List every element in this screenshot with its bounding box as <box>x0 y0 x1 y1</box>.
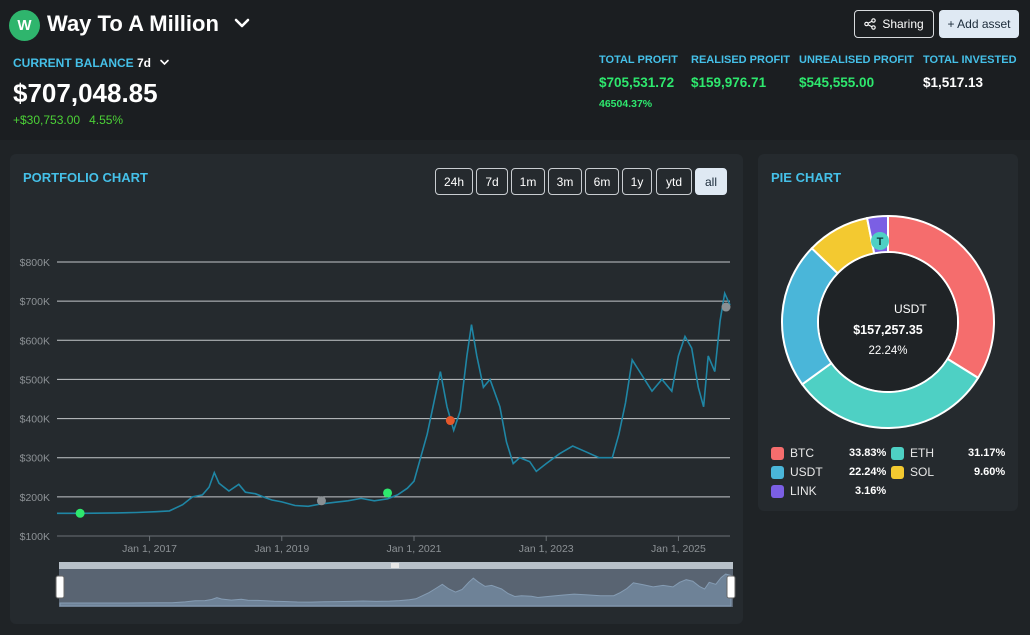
stat-total-invested: TOTAL INVESTED $1,517.13 <box>923 54 1017 90</box>
chevron-down-icon[interactable] <box>159 57 170 68</box>
legend-label: LINK <box>790 484 817 498</box>
portfolio-value-line <box>57 290 731 515</box>
stat-unrealised-profit: UNREALISED PROFIT $545,555.00 <box>799 54 914 90</box>
range-button-all[interactable]: all <box>695 168 727 195</box>
stat-title: REALISED PROFIT <box>691 54 791 66</box>
x-tick-label: Jan 1, 2025 <box>651 543 706 555</box>
portfolio-chart-title: PORTFOLIO CHART <box>23 170 148 185</box>
add-asset-button[interactable]: + Add asset <box>939 10 1019 38</box>
balance-change-percent: 4.55% <box>89 113 124 127</box>
portfolio-chart-panel: PORTFOLIO CHART 24h 7d 1m 3m 6m 1y ytd a… <box>10 154 743 624</box>
range-button-7d[interactable]: 7d <box>476 168 508 195</box>
transaction-marker[interactable] <box>316 496 326 506</box>
stat-title: TOTAL PROFIT <box>599 54 678 66</box>
navigator-scrollbar-grip[interactable] <box>391 563 399 568</box>
navigator-left-handle[interactable] <box>55 575 65 599</box>
total-profit-percent: 46504.37% <box>599 98 653 110</box>
y-tick-label: $100K <box>20 531 50 543</box>
y-tick-label: $700K <box>20 296 50 308</box>
stat-value: $705,531.72 <box>599 75 675 90</box>
legend-percent-usdt: 22.24% <box>849 466 887 478</box>
legend-percent-link: 3.16% <box>855 485 887 497</box>
transaction-markers <box>75 302 731 518</box>
legend-percent-sol: 9.60% <box>974 466 1006 478</box>
legend-percent-btc: 33.83% <box>849 447 887 459</box>
stat-value: $1,517.13 <box>923 75 984 90</box>
navigator-area <box>59 573 732 607</box>
transaction-marker[interactable] <box>445 416 455 426</box>
sharing-button[interactable]: Sharing <box>854 10 934 38</box>
current-balance-label: CURRENT BALANCE <box>13 56 134 70</box>
legend-item-btc[interactable]: BTC <box>771 446 814 460</box>
legend-label: BTC <box>790 446 814 460</box>
stat-title: UNREALISED PROFIT <box>799 54 914 66</box>
pie-chart-title: PIE CHART <box>771 170 842 185</box>
portfolio-avatar: W <box>9 10 40 41</box>
y-axis-ticks: $100K $200K $300K $400K $500K $600K $700K $800K <box>20 257 50 543</box>
allocation-donut-chart[interactable]: T USDT $157,257.35 22.24% <box>758 154 1018 511</box>
pie-center-asset: USDT <box>894 302 927 316</box>
sharing-label: Sharing <box>882 17 924 31</box>
range-button-3m[interactable]: 3m <box>548 168 582 195</box>
x-tick-label: Jan 1, 2019 <box>254 543 309 555</box>
balance-change: +$30,753.00 4.55% <box>13 113 132 127</box>
y-tick-label: $600K <box>20 335 50 347</box>
y-tick-label: $300K <box>20 453 50 465</box>
current-balance-value: $707,048.85 <box>13 78 158 108</box>
transaction-marker[interactable] <box>383 488 393 498</box>
stat-value: $545,555.00 <box>799 75 875 90</box>
chevron-down-icon[interactable] <box>233 14 251 32</box>
y-tick-label: $200K <box>20 492 50 504</box>
x-tick-label: Jan 1, 2017 <box>122 543 177 555</box>
legend-swatch <box>891 446 904 460</box>
legend-item-sol[interactable]: SOL <box>891 465 934 479</box>
legend-label: USDT <box>790 465 823 479</box>
pie-slice-btc[interactable] <box>887 214 995 380</box>
legend-item-eth[interactable]: ETH <box>891 446 934 460</box>
stat-title: TOTAL INVESTED <box>923 54 1017 66</box>
stat-total-profit: TOTAL PROFIT $705,531.72 <box>599 54 678 90</box>
navigator-right-handle[interactable] <box>726 575 736 599</box>
legend-item-link[interactable]: LINK <box>771 484 817 498</box>
stat-realised-profit: REALISED PROFIT $159,976.71 <box>691 54 790 90</box>
navigator-selection[interactable] <box>59 562 733 607</box>
stat-value: $159,976.71 <box>691 75 767 90</box>
legend-swatch <box>771 465 784 479</box>
legend-swatch <box>771 446 784 460</box>
portfolio-title[interactable]: Way To A Million <box>47 11 219 36</box>
transaction-marker[interactable] <box>721 302 731 312</box>
legend-swatch <box>891 465 904 479</box>
pie-slice-eth[interactable] <box>800 357 980 429</box>
balance-change-amount: +$30,753.00 <box>13 113 81 127</box>
chart-grid <box>57 261 730 537</box>
share-icon <box>864 18 877 30</box>
legend-label: ETH <box>910 446 934 460</box>
legend-swatch <box>771 484 784 498</box>
transaction-marker[interactable] <box>75 508 85 518</box>
tether-symbol: T <box>877 236 884 248</box>
legend-item-usdt[interactable]: USDT <box>771 465 823 479</box>
range-button-ytd[interactable]: ytd <box>656 168 692 195</box>
range-button-24h[interactable]: 24h <box>435 168 473 195</box>
range-button-1y[interactable]: 1y <box>622 168 652 195</box>
legend-percent-eth: 31.17% <box>968 447 1006 459</box>
y-tick-label: $800K <box>20 257 50 269</box>
pie-center-percent: 22.24% <box>868 345 907 357</box>
tether-icon <box>871 232 889 250</box>
donut-hole <box>819 253 957 391</box>
legend-label: SOL <box>910 465 935 479</box>
range-button-1m[interactable]: 1m <box>511 168 545 195</box>
x-axis-ticks: Jan 1, 2017 Jan 1, 2019 Jan 1, 2021 Jan 1, … <box>122 536 706 555</box>
y-tick-label: $400K <box>20 414 50 426</box>
x-tick-label: Jan 1, 2021 <box>387 543 442 555</box>
balance-period-select[interactable]: 7d <box>137 56 152 70</box>
range-button-6m[interactable]: 6m <box>585 168 619 195</box>
x-tick-label: Jan 1, 2023 <box>519 543 574 555</box>
pie-center-value: $157,257.35 <box>853 323 923 337</box>
y-tick-label: $500K <box>20 374 50 386</box>
